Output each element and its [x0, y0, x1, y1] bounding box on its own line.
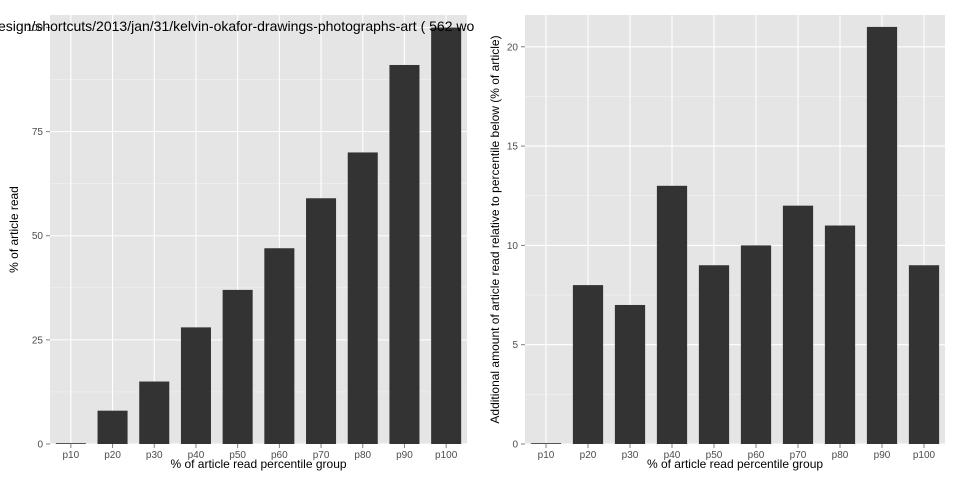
x-tick-label: p50	[229, 450, 246, 461]
x-tick-label: p20	[580, 450, 597, 461]
y-tick-label: 25	[32, 335, 44, 346]
bar-p10	[530, 443, 562, 444]
bar-p60	[264, 248, 295, 444]
bar-p70	[782, 205, 814, 444]
bar-p80	[347, 152, 378, 445]
x-tick-label: p80	[354, 450, 371, 461]
x-axis-label: % of article read percentile group	[170, 457, 346, 471]
bar-p100	[908, 265, 940, 444]
chart-panel-1: 0 25 50 75 100 p10 p20 p30 p40 p50 p60 p70 p80 p90 p10…	[7, 15, 467, 471]
bar-p20	[97, 410, 128, 444]
bar-p30	[614, 304, 646, 444]
y-tick-label: 0	[512, 440, 518, 451]
y-tick-label: 100	[26, 23, 43, 34]
y-tick-label: 0	[37, 440, 43, 451]
x-tick-label: p20	[104, 450, 121, 461]
bar-p40	[656, 185, 688, 445]
bar-p40	[180, 327, 211, 444]
x-tick-label: p100	[913, 450, 936, 461]
bar-p80	[824, 225, 856, 444]
x-tick-label: p100	[435, 450, 458, 461]
y-tick-label: 10	[507, 241, 519, 252]
x-tick-label: p90	[396, 450, 413, 461]
bar-p10	[55, 443, 86, 444]
bar-p50	[222, 289, 253, 444]
x-tick-label: p50	[706, 450, 723, 461]
x-tick-label: p40	[188, 450, 205, 461]
bar-p60	[740, 245, 772, 444]
bar-p30	[139, 381, 170, 444]
chart-panel-2: 0 5 10 15 20 p10 p20 p30 p40 p50 p60 p70 p80 p90 p100%…	[488, 15, 945, 471]
x-tick-label: p10	[63, 450, 80, 461]
x-tick-label: p10	[538, 450, 555, 461]
x-tick-label: p30	[146, 450, 163, 461]
bar-p20	[572, 285, 604, 444]
x-tick-label: p80	[832, 450, 849, 461]
x-axis-label: % of article read percentile group	[647, 457, 823, 471]
x-tick-label: p90	[874, 450, 891, 461]
y-tick-label: 15	[507, 142, 519, 153]
y-tick-label: 75	[32, 127, 44, 138]
x-tick-label: p60	[748, 450, 765, 461]
bar-p100	[431, 27, 462, 444]
y-axis-label: Additional amount of article read relati…	[488, 35, 502, 423]
bar-p90	[389, 64, 420, 444]
y-tick-label: 50	[32, 231, 44, 242]
x-tick-label: p70	[313, 450, 330, 461]
x-tick-label: p60	[271, 450, 288, 461]
x-tick-label: p40	[664, 450, 681, 461]
figure-title: esign/shortcuts/2013/jan/31/kelvin-okafo…	[0, 18, 474, 34]
bar-p70	[306, 198, 337, 444]
bar-p50	[698, 265, 730, 444]
x-tick-label: p70	[790, 450, 807, 461]
y-tick-label: 5	[512, 340, 518, 351]
bar-p90	[866, 26, 898, 445]
y-axis-label: % of article read	[7, 186, 21, 273]
x-tick-label: p30	[622, 450, 639, 461]
y-tick-label: 20	[507, 42, 519, 53]
